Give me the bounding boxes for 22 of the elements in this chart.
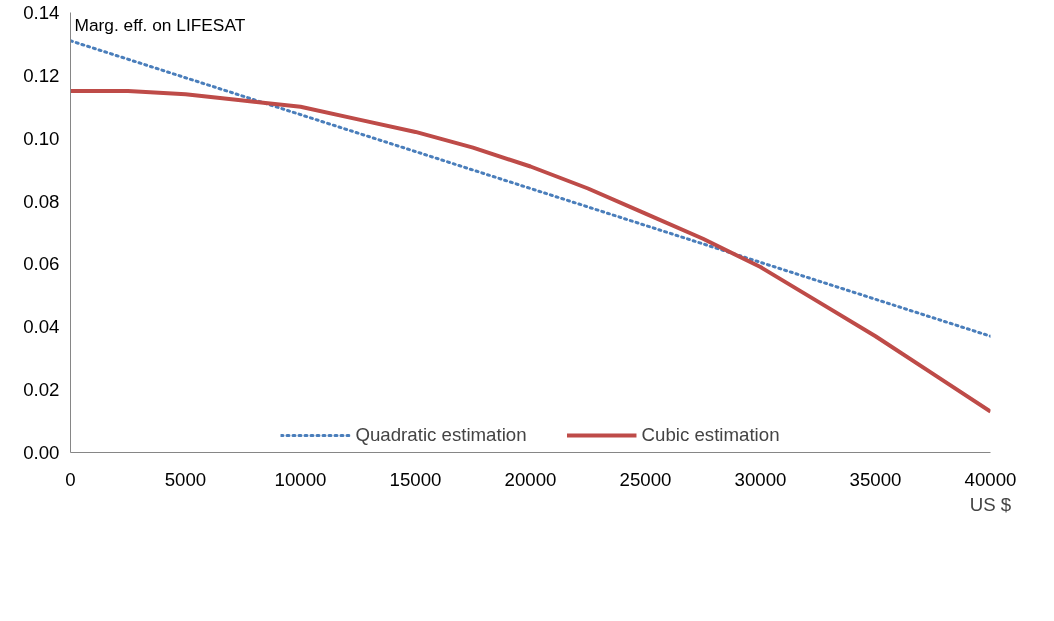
y-tick-label: 0.14 xyxy=(23,2,60,23)
y-tick-label: 0.04 xyxy=(23,316,60,338)
x-tick-label: 35000 xyxy=(849,468,902,490)
y-tick-label: 0.02 xyxy=(23,379,60,401)
x-tick-label: 40000 xyxy=(964,468,1017,490)
y-tick-label: 0.12 xyxy=(23,64,60,86)
x-tick-label: 25000 xyxy=(619,468,672,490)
y-tick-label: 0.10 xyxy=(23,127,60,149)
legend-label: Quadratic estimation xyxy=(355,424,527,446)
y-axis-title: Marg. eff. on LIFESAT xyxy=(74,14,246,35)
y-tick-label: 0.08 xyxy=(23,190,60,212)
x-tick-label: 20000 xyxy=(504,468,557,490)
x-tick-label: 30000 xyxy=(734,468,787,490)
x-tick-label: 5000 xyxy=(164,468,207,490)
y-tick-label: 0.00 xyxy=(23,442,60,463)
x-axis-title: US $ xyxy=(969,493,1012,515)
line-series xyxy=(70,89,991,414)
x-tick-label: 15000 xyxy=(389,468,442,490)
x-tick-label: 10000 xyxy=(274,468,327,490)
legend-label: Cubic estimation xyxy=(641,424,780,446)
x-tick-label: 0 xyxy=(65,468,76,490)
y-tick-label: 0.06 xyxy=(23,253,60,275)
